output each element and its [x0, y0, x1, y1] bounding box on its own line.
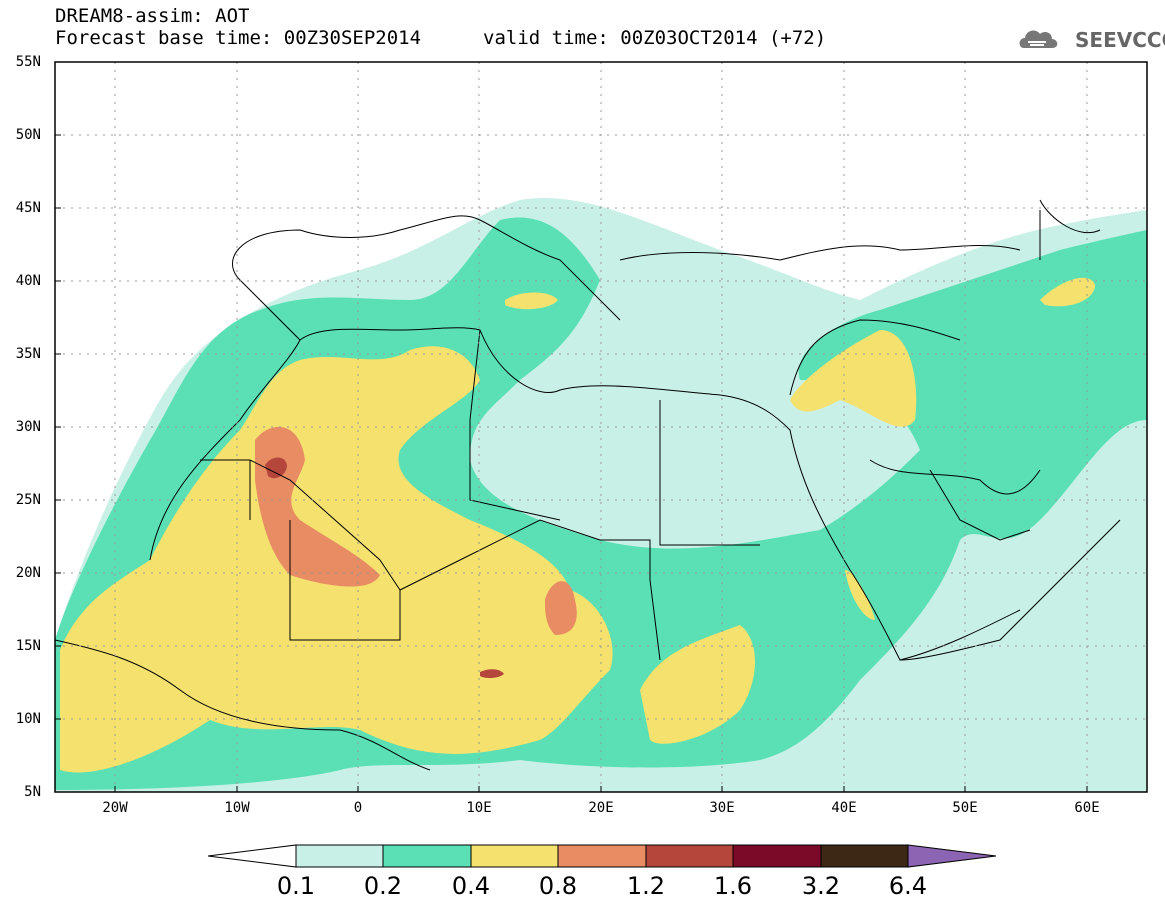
aot-region-darkred	[265, 457, 287, 479]
lat-label: 50N	[15, 127, 41, 143]
lon-label: 30E	[709, 800, 735, 816]
lon-label: 40E	[831, 800, 857, 816]
aot-region-yellow-3	[790, 330, 917, 427]
lat-label: 35N	[15, 346, 41, 362]
lon-label: 20E	[588, 800, 614, 816]
aot-region-yellow-4	[1040, 277, 1095, 307]
lat-label: 5N	[24, 784, 41, 800]
aot-region-darkred-2	[480, 669, 504, 679]
lon-label: 50E	[952, 800, 978, 816]
colorbar-label: 0.4	[451, 872, 491, 900]
colorbar-label: 0.8	[538, 872, 578, 900]
lat-label: 30N	[15, 419, 41, 435]
aot-region-orange-2	[545, 581, 577, 635]
axis-ticks	[55, 61, 1088, 793]
lat-label: 20N	[15, 565, 41, 581]
aot-region-yellow-2	[640, 625, 755, 744]
cloud-logo-icon	[1019, 30, 1058, 48]
title-valid-time: valid time: 00Z03OCT2014 (+72)	[483, 27, 827, 49]
lon-label: 10W	[224, 800, 250, 816]
lat-label: 15N	[15, 638, 41, 654]
colorbar-label: 6.4	[888, 872, 928, 900]
colorbar-label: 0.1	[276, 872, 316, 900]
title-forecast-base-time: Forecast base time: 00Z30SEP2014	[55, 27, 422, 49]
lat-label: 25N	[15, 492, 41, 508]
lon-label: 60E	[1074, 800, 1100, 816]
colorbar-label: 0.2	[363, 872, 403, 900]
lat-label: 45N	[15, 200, 41, 216]
lat-label: 10N	[15, 711, 41, 727]
graticule	[55, 62, 1147, 792]
lat-label: 40N	[15, 273, 41, 289]
logo-text: SEEVCCC	[1075, 28, 1165, 52]
colorbar-label: 1.6	[713, 872, 753, 900]
title-line-1: DREAM8-assim: AOT	[55, 5, 250, 27]
lon-label: 0	[353, 800, 363, 816]
colorbar-label: 1.2	[626, 872, 666, 900]
aot-region-yellow-6	[845, 570, 875, 620]
lon-label: 10E	[466, 800, 492, 816]
aot-region-yellow-5	[505, 292, 558, 310]
lon-label: 20W	[102, 800, 128, 816]
coastlines	[55, 199, 1121, 771]
lat-label: 55N	[15, 54, 41, 70]
colorbar-label: 3.2	[801, 872, 841, 900]
